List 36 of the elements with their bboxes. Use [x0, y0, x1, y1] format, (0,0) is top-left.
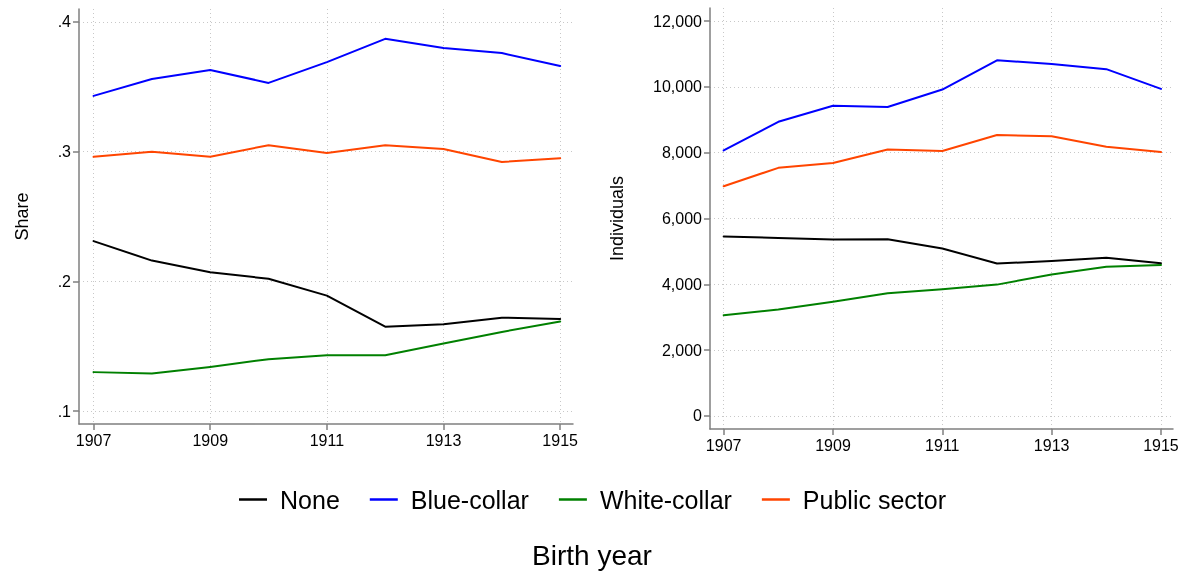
legend-label: None — [280, 485, 340, 514]
y-tick-label: 6,000 — [661, 210, 703, 227]
x-tick-label: 1909 — [815, 436, 851, 454]
line-series — [92, 144, 562, 164]
y-axis-title: Individuals — [607, 175, 627, 262]
y-tick-label: 10,000 — [653, 78, 703, 96]
y-axis-title: Share — [12, 192, 32, 241]
x-tick-label: 1911 — [309, 431, 345, 449]
legend-label: Blue-collar — [410, 485, 529, 514]
x-tick-label: 1907 — [705, 436, 742, 454]
x-tick-label: 1911 — [925, 436, 960, 454]
y-tick-label: 0 — [693, 407, 703, 425]
x-tick-label: 1915 — [1143, 436, 1179, 454]
y-tick-label: .3 — [57, 143, 72, 161]
y-tick-label: 4,000 — [661, 275, 703, 293]
legend-label: Public sector — [802, 485, 946, 514]
line-series — [92, 320, 562, 375]
x-tick-label: 1915 — [542, 431, 579, 449]
x-tick-label: 1913 — [425, 431, 462, 449]
y-tick-label: .2 — [57, 272, 72, 290]
x-axis-title: Birth year — [532, 539, 652, 571]
y-tick-label: 12,000 — [653, 12, 703, 30]
line-series — [722, 133, 1162, 188]
legend-label: White-collar — [599, 485, 732, 514]
line-series — [92, 240, 562, 328]
x-tick-label: 1913 — [1033, 436, 1070, 454]
line-series — [722, 59, 1162, 152]
y-tick-label: 2,000 — [661, 341, 703, 359]
y-tick-label: .1 — [57, 402, 72, 420]
x-tick-label: 1907 — [75, 431, 112, 449]
line-series — [722, 263, 1162, 317]
y-tick-label: .4 — [57, 13, 72, 31]
x-tick-label: 1909 — [192, 431, 229, 449]
line-series — [92, 37, 562, 97]
y-tick-label: 8,000 — [661, 144, 703, 162]
line-series — [722, 235, 1162, 265]
